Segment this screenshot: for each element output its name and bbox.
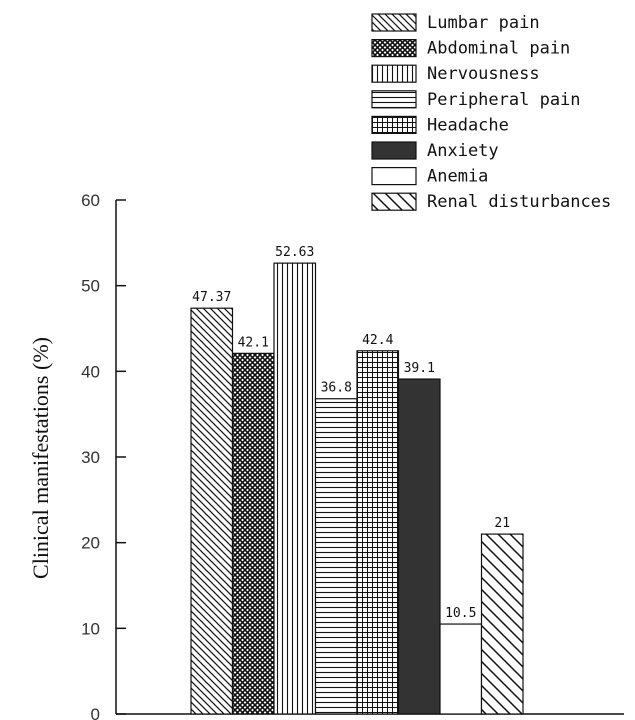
- bar-value-label: 52.63: [275, 245, 314, 260]
- legend-label: Anxiety: [427, 141, 499, 161]
- value-labels: 47.37 42.1 52.63 36.8 42.4 39.1 10.5 21: [192, 245, 510, 621]
- bar: [356, 350, 400, 715]
- y-tick-label: 50: [81, 277, 100, 296]
- legend-swatch: [371, 38, 417, 58]
- bar: [480, 533, 524, 715]
- bars: [190, 262, 524, 715]
- y-ticks: 0 10 20 30 40 50 60: [81, 191, 126, 720]
- legend-label: Anemia: [427, 167, 488, 187]
- legend-label: Nervousness: [427, 64, 540, 84]
- legend-swatch: [371, 141, 417, 160]
- bar: [273, 262, 317, 715]
- bar: [397, 378, 441, 715]
- bar: [190, 307, 234, 715]
- bar-value-label: 42.4: [362, 333, 393, 348]
- bar: [439, 623, 483, 715]
- bar-value-label: 36.8: [321, 381, 352, 396]
- legend-swatch: [371, 64, 417, 83]
- y-tick-label: 0: [91, 705, 100, 720]
- legend-label: Headache: [427, 115, 509, 135]
- bar: [314, 398, 358, 715]
- legend-label: Peripheral pain: [427, 90, 581, 110]
- legend-label: Abdominal pain: [427, 39, 570, 59]
- legend-swatch: [371, 167, 417, 186]
- y-axis-label: Clinical manifestations (%): [28, 337, 53, 579]
- y-tick-label: 40: [81, 362, 100, 381]
- legend-label: Lumbar pain: [427, 13, 540, 33]
- legend-swatch: [371, 192, 417, 211]
- legend-swatch: [371, 115, 417, 135]
- bar-value-label: 39.1: [404, 361, 435, 376]
- legend: Lumbar pain Abdominal pain Nervousness Peri…: [371, 13, 611, 212]
- y-tick-label: 10: [81, 619, 100, 638]
- bar: [231, 352, 275, 715]
- bar-value-label: 10.5: [445, 606, 476, 621]
- legend-label: Renal disturbances: [427, 192, 611, 212]
- bar-value-label: 21: [494, 516, 510, 531]
- legend-swatch: [371, 13, 417, 32]
- y-tick-label: 20: [81, 534, 100, 553]
- y-tick-label: 30: [81, 448, 100, 467]
- bar-value-label: 47.37: [192, 290, 231, 305]
- bar-value-label: 42.1: [238, 335, 269, 350]
- legend-swatch: [371, 90, 417, 109]
- y-tick-label: 60: [81, 191, 100, 210]
